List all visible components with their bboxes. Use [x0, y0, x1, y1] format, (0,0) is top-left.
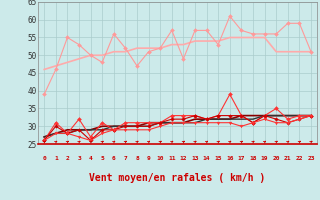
X-axis label: Vent moyen/en rafales ( km/h ): Vent moyen/en rafales ( km/h ) [90, 173, 266, 183]
